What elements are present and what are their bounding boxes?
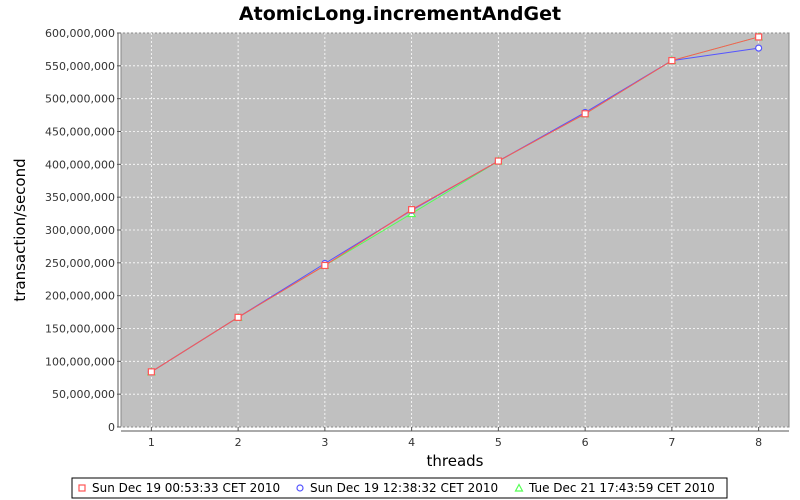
- legend-marker: [514, 483, 524, 492]
- y-tick-label: 500,000,000: [45, 93, 115, 106]
- series-layer: [146, 32, 764, 376]
- x-tick-label: 5: [495, 436, 502, 449]
- data-point: [668, 56, 676, 65]
- x-tick-label: 2: [235, 436, 242, 449]
- legend-marker: [296, 484, 304, 492]
- x-axis-label: threads: [427, 452, 484, 470]
- x-tick-label: 3: [321, 436, 328, 449]
- y-axis-label: transaction/second: [11, 158, 29, 301]
- data-point: [234, 313, 242, 321]
- data-point: [581, 110, 589, 118]
- x-tick-label: 8: [755, 436, 762, 449]
- legend-box: [71, 477, 728, 499]
- y-tick-label: 50,000,000: [52, 388, 115, 401]
- data-point: [147, 368, 155, 376]
- legend-entry-label: Tue Dec 21 17:43:59 CET 2010: [528, 481, 715, 495]
- y-tick-label: 0: [108, 421, 115, 434]
- legend-marker: [78, 484, 86, 492]
- y-tick-label: 250,000,000: [45, 257, 115, 270]
- grid: [121, 32, 789, 428]
- data-point: [321, 261, 329, 270]
- x-tick-label: 1: [148, 436, 155, 449]
- y-tick-label: 350,000,000: [45, 191, 115, 204]
- x-tick-label: 7: [668, 436, 675, 449]
- legend-entry-label: Sun Dec 19 00:53:33 CET 2010: [92, 481, 280, 495]
- y-tick-label: 150,000,000: [45, 323, 115, 336]
- chart-title: AtomicLong.incrementAndGet: [239, 3, 561, 25]
- y-tick-label: 400,000,000: [45, 158, 115, 171]
- y-axis: 0 50,000,000 100,000,000 150,000,000 200,000…: [45, 27, 121, 434]
- data-point: [755, 33, 763, 41]
- y-tick-label: 300,000,000: [45, 224, 115, 237]
- legend-entry-label: Sun Dec 19 12:38:32 CET 2010: [310, 481, 498, 495]
- legend: Sun Dec 19 00:53:33 CET 2010 Sun Dec 19 1…: [71, 477, 728, 499]
- x-tick-label: 4: [408, 436, 415, 449]
- x-tick-label: 6: [582, 436, 589, 449]
- x-axis: 1 2 3 4 5 6 7 8: [121, 427, 789, 449]
- y-tick-label: 550,000,000: [45, 60, 115, 73]
- data-point: [408, 206, 416, 214]
- series-1: [147, 33, 763, 376]
- y-tick-label: 100,000,000: [45, 355, 115, 368]
- y-tick-label: 200,000,000: [45, 290, 115, 303]
- data-point: [755, 44, 763, 52]
- series-line: [151, 36, 759, 373]
- y-tick-label: 450,000,000: [45, 126, 115, 139]
- data-point: [494, 157, 502, 165]
- y-tick-label: 600,000,000: [45, 27, 115, 40]
